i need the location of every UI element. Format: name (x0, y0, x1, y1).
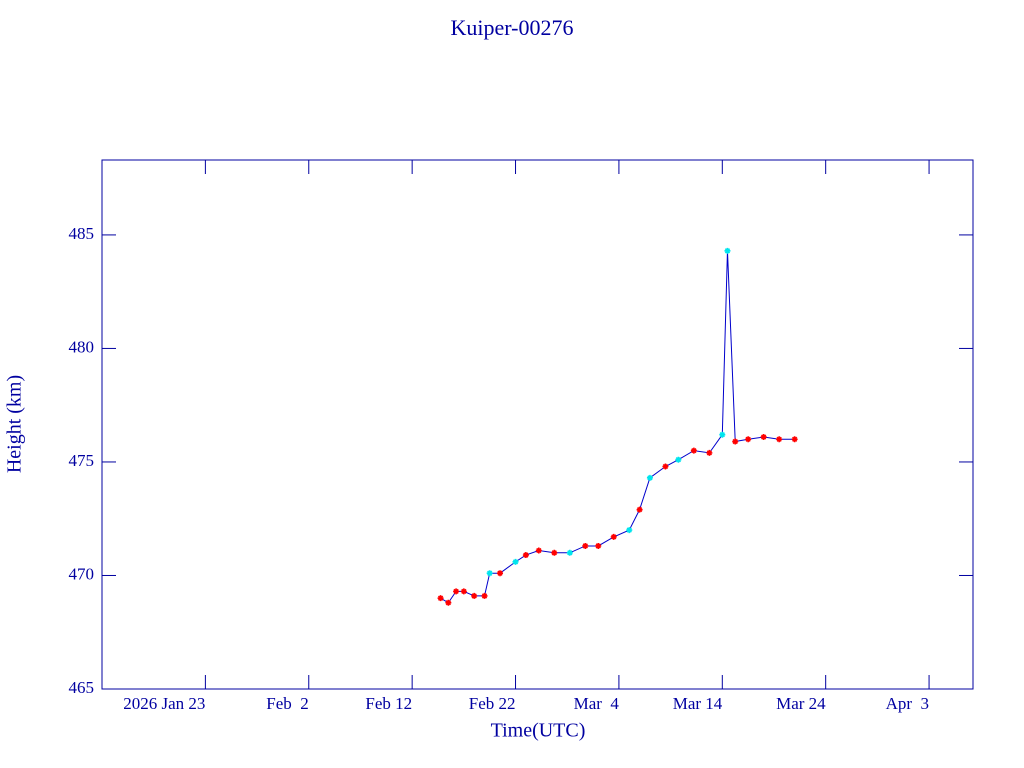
data-point (582, 542, 589, 549)
data-point (732, 438, 739, 445)
data-point (481, 592, 488, 599)
x-tick-label: Feb 12 (365, 694, 412, 713)
data-point (535, 547, 542, 554)
x-tick-label: Mar 4 (574, 694, 620, 713)
y-tick-label: 480 (69, 337, 95, 356)
x-tick-label: Mar 24 (776, 694, 826, 713)
data-point (706, 449, 713, 456)
plot-frame (101, 159, 974, 690)
data-point (662, 463, 669, 470)
x-tick-label: Feb 22 (469, 694, 516, 713)
x-axis-label: Time(UTC) (491, 720, 586, 742)
data-point (471, 592, 478, 599)
x-tick-label: Mar 14 (673, 694, 723, 713)
data-point (566, 549, 573, 556)
data-point (791, 436, 798, 443)
data-point (512, 558, 519, 565)
x-tick-label: Feb 2 (266, 694, 309, 713)
y-tick-label: 485 (69, 224, 95, 243)
data-point (745, 436, 752, 443)
data-point (626, 527, 633, 534)
data-point (719, 431, 726, 438)
data-point (610, 533, 617, 540)
data-point (636, 506, 643, 513)
y-tick-label: 470 (69, 564, 95, 583)
y-tick-label: 475 (69, 451, 95, 470)
data-point (453, 588, 460, 595)
data-point (460, 588, 467, 595)
data-point (760, 433, 767, 440)
data-point (724, 247, 731, 254)
chart-title: Kuiper-00276 (451, 15, 574, 40)
series-line (440, 250, 795, 604)
data-point (522, 552, 529, 559)
data-point (776, 436, 783, 443)
data-point (675, 456, 682, 463)
data-point (437, 595, 444, 602)
data-point (445, 599, 452, 606)
data-point (595, 542, 602, 549)
data-point (551, 549, 558, 556)
x-tick-label: Apr 3 (886, 694, 929, 713)
data-point (497, 570, 504, 577)
x-tick-label: 2026 Jan 23 (123, 694, 205, 713)
data-point (646, 474, 653, 481)
data-point (690, 447, 697, 454)
y-tick-label: 465 (69, 678, 95, 697)
data-point (486, 570, 493, 577)
y-axis-label: Height (km) (4, 375, 26, 473)
